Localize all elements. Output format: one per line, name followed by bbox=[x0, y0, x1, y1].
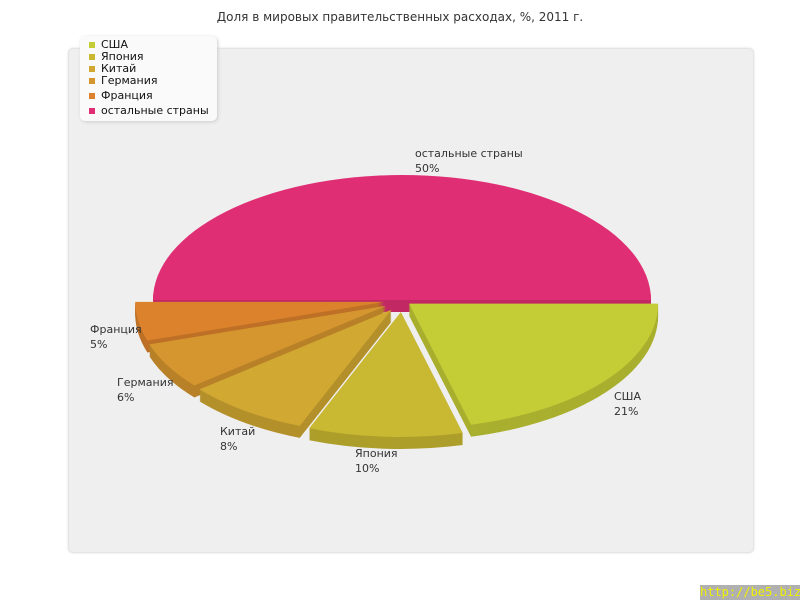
watermark: http://be5.biz/ bbox=[700, 585, 800, 600]
legend-swatch bbox=[89, 92, 95, 99]
data-label-name: Китай bbox=[220, 425, 256, 438]
data-label-name: Германия bbox=[117, 376, 174, 389]
legend-item-others[interactable]: остальные страны bbox=[89, 104, 209, 117]
legend-item-china[interactable]: Китай bbox=[89, 62, 136, 75]
pie-slice-0[interactable] bbox=[409, 303, 659, 437]
legend-swatch bbox=[89, 65, 95, 72]
legend-label: США bbox=[101, 38, 128, 51]
legend-label: Германия bbox=[101, 74, 158, 87]
pie-slice-top bbox=[199, 309, 392, 426]
data-label-name: Франция bbox=[90, 323, 142, 336]
chart-title: Доля в мировых правительственных расхода… bbox=[216, 10, 584, 24]
data-label-name: США bbox=[614, 390, 641, 403]
legend-label: Китай bbox=[101, 62, 137, 75]
pie-slice-top bbox=[149, 305, 387, 386]
data-label-value: 10% bbox=[355, 462, 380, 475]
data-label-value: 5% bbox=[90, 338, 108, 351]
pie-slice-top bbox=[309, 311, 463, 437]
data-label-france: Франция 5% bbox=[90, 322, 142, 352]
pie-slice-2[interactable] bbox=[199, 309, 392, 438]
legend-label: остальные страны bbox=[101, 104, 209, 117]
data-label-germany: Германия 6% bbox=[117, 375, 173, 405]
data-label-value: 6% bbox=[117, 391, 135, 404]
data-label-name: Япония bbox=[355, 447, 398, 460]
pie-slice-5[interactable] bbox=[153, 175, 651, 312]
legend-swatch bbox=[89, 77, 95, 84]
legend-swatch bbox=[89, 107, 95, 114]
pie-slice-top bbox=[409, 303, 659, 425]
legend-item-usa[interactable]: США bbox=[89, 38, 128, 51]
data-label-name: остальные страны bbox=[415, 147, 523, 160]
legend-swatch bbox=[89, 41, 95, 48]
data-label-usa: США 21% bbox=[614, 389, 641, 419]
pie-slice-top bbox=[135, 301, 385, 341]
legend-label: Франция bbox=[101, 89, 153, 102]
legend-item-germany[interactable]: Германия bbox=[89, 74, 157, 87]
data-label-value: 8% bbox=[220, 440, 238, 453]
data-label-others: остальные страны 50% bbox=[415, 146, 523, 176]
data-label-value: 50% bbox=[415, 162, 440, 175]
pie-slice-3[interactable] bbox=[149, 305, 387, 398]
data-label-japan: Япония 10% bbox=[355, 446, 398, 476]
legend-swatch bbox=[89, 53, 95, 60]
legend-label: Япония bbox=[101, 50, 144, 63]
data-label-china: Китай 8% bbox=[220, 424, 255, 454]
legend-item-japan[interactable]: Япония bbox=[89, 50, 144, 63]
data-label-value: 21% bbox=[614, 405, 639, 418]
legend-item-france[interactable]: Франция bbox=[89, 89, 153, 102]
pie-slice-1[interactable] bbox=[309, 311, 463, 449]
legend: США Япония Китай Германия Франция осталь… bbox=[80, 36, 217, 121]
pie-slice-top bbox=[153, 175, 651, 300]
